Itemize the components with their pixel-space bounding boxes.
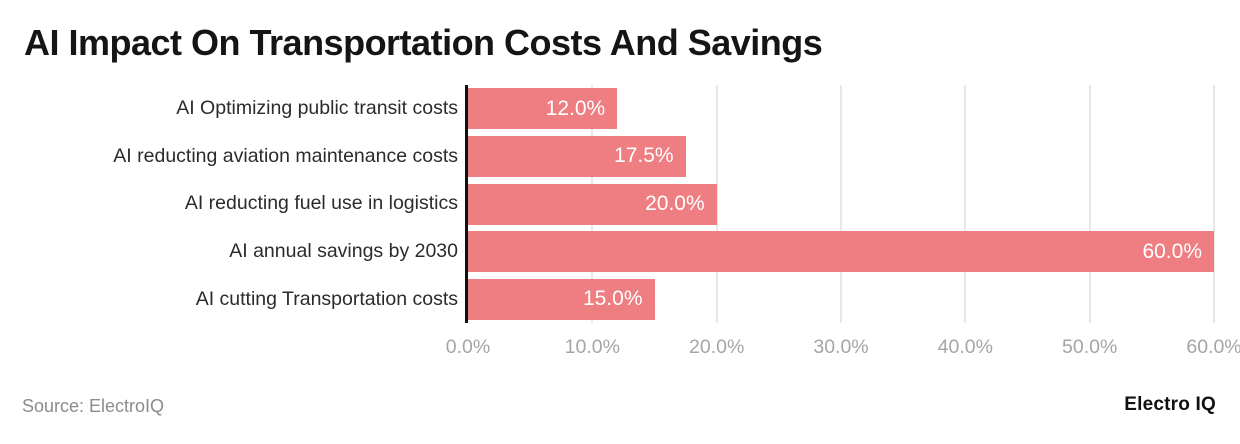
category-label: AI annual savings by 2030 — [229, 240, 458, 263]
bar: 17.5% — [468, 135, 686, 177]
gridline-40 — [964, 85, 967, 323]
x-tick-label: 20.0% — [689, 336, 745, 358]
brand-logo: Electro IQ — [1124, 394, 1216, 415]
category-label: AI Optimizing public transit costs — [176, 97, 458, 120]
x-tick-label: 0.0% — [445, 336, 491, 358]
category-axis: AI Optimizing public transit costs AI red… — [0, 85, 458, 323]
bar-value-label: 12.0% — [545, 96, 606, 120]
bar-value-label: 15.0% — [582, 287, 643, 311]
bar: 15.0% — [468, 278, 655, 320]
gridline-60 — [1213, 85, 1215, 323]
gridline-20 — [715, 85, 718, 323]
gridline-50 — [1088, 85, 1091, 323]
x-tick-label: 40.0% — [937, 336, 993, 358]
x-tick-label: 50.0% — [1062, 336, 1118, 358]
x-tick-label: 60.0% — [1186, 336, 1240, 358]
gridline-30 — [840, 85, 842, 323]
bar-value-label: 20.0% — [645, 192, 705, 215]
category-label: AI reducting aviation maintenance costs — [113, 144, 458, 167]
source-note: Source: ElectroIQ — [22, 396, 165, 416]
bar: 20.0% — [468, 183, 717, 225]
category-label: AI reducting fuel use in logistics — [184, 192, 458, 215]
plot-area: 12.0% 17.5% 20.0% 60.0% 15.0% — [468, 85, 1215, 323]
category-label: AI cutting Transportation costs — [195, 287, 458, 310]
x-axis-ticks: 0.0% 10.0% 20.0% 30.0% 40.0% 50.0% 60.0% — [446, 336, 1240, 364]
bar-value-label: 17.5% — [614, 144, 674, 168]
chart-title: AI Impact On Transportation Costs And Sa… — [24, 22, 823, 63]
y-axis-line — [465, 85, 468, 323]
x-tick-label: 30.0% — [813, 336, 869, 358]
bar: 60.0% — [468, 231, 1214, 273]
bar-value-label: 60.0% — [1142, 239, 1202, 263]
bar: 12.0% — [468, 88, 618, 130]
x-tick-label: 10.0% — [564, 336, 620, 358]
